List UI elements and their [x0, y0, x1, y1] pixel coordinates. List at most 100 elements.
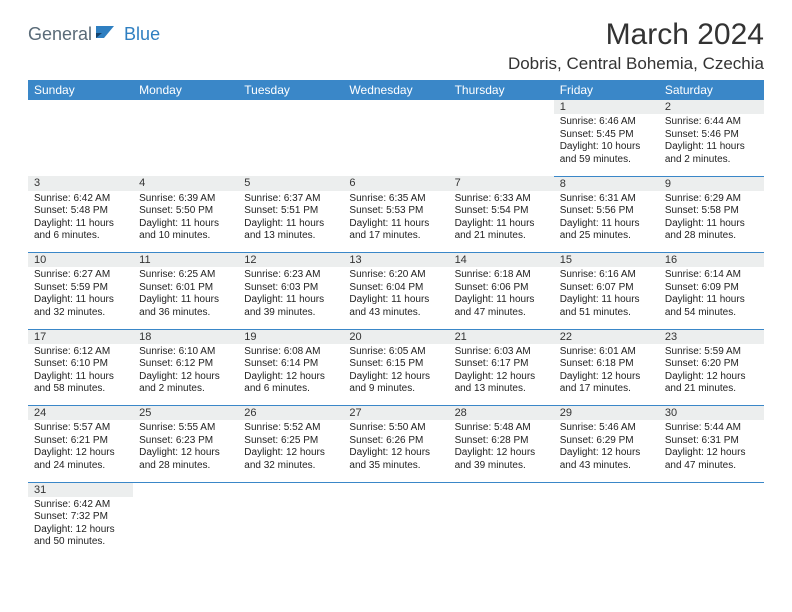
day-content-cell	[343, 114, 448, 176]
sunrise-text: Sunrise: 5:44 AM	[665, 422, 758, 435]
day-content-cell	[449, 497, 554, 559]
day-number-cell	[449, 482, 554, 497]
day-header: Monday	[133, 80, 238, 100]
day-content-cell: Sunrise: 6:18 AMSunset: 6:06 PMDaylight:…	[449, 267, 554, 329]
day-number-cell: 28	[449, 406, 554, 421]
day-content-cell	[133, 497, 238, 559]
daylight-text: Daylight: 11 hours and 21 minutes.	[455, 218, 548, 243]
day-header: Wednesday	[343, 80, 448, 100]
sunset-text: Sunset: 6:06 PM	[455, 282, 548, 295]
day-number-cell: 9	[659, 176, 764, 191]
daylight-text: Daylight: 12 hours and 39 minutes.	[455, 447, 548, 472]
daylight-text: Daylight: 11 hours and 13 minutes.	[244, 218, 337, 243]
sunset-text: Sunset: 6:10 PM	[34, 358, 127, 371]
day-number-cell: 1	[554, 100, 659, 114]
sunset-text: Sunset: 6:29 PM	[560, 435, 653, 448]
logo: General Blue	[28, 24, 160, 45]
day-content-cell: Sunrise: 6:46 AMSunset: 5:45 PMDaylight:…	[554, 114, 659, 176]
daylight-text: Daylight: 12 hours and 13 minutes.	[455, 371, 548, 396]
sunrise-text: Sunrise: 6:33 AM	[455, 193, 548, 206]
day-number-cell: 7	[449, 176, 554, 191]
daylight-text: Daylight: 12 hours and 24 minutes.	[34, 447, 127, 472]
header: General Blue March 2024 Dobris, Central …	[28, 18, 764, 74]
day-number-cell: 22	[554, 329, 659, 344]
day-content-cell: Sunrise: 6:05 AMSunset: 6:15 PMDaylight:…	[343, 344, 448, 406]
day-number-cell: 17	[28, 329, 133, 344]
day-number-cell: 18	[133, 329, 238, 344]
day-content-cell: Sunrise: 6:20 AMSunset: 6:04 PMDaylight:…	[343, 267, 448, 329]
day-header: Tuesday	[238, 80, 343, 100]
sunset-text: Sunset: 6:18 PM	[560, 358, 653, 371]
sunrise-text: Sunrise: 6:14 AM	[665, 269, 758, 282]
daylight-text: Daylight: 11 hours and 17 minutes.	[349, 218, 442, 243]
day-number-cell: 10	[28, 253, 133, 268]
day-content-cell: Sunrise: 5:46 AMSunset: 6:29 PMDaylight:…	[554, 420, 659, 482]
sunrise-text: Sunrise: 5:52 AM	[244, 422, 337, 435]
day-number-cell: 11	[133, 253, 238, 268]
day-header: Thursday	[449, 80, 554, 100]
day-content-cell: Sunrise: 6:23 AMSunset: 6:03 PMDaylight:…	[238, 267, 343, 329]
sunrise-text: Sunrise: 6:46 AM	[560, 116, 653, 129]
sunrise-text: Sunrise: 6:42 AM	[34, 499, 127, 512]
daylight-text: Daylight: 12 hours and 35 minutes.	[349, 447, 442, 472]
sunrise-text: Sunrise: 5:59 AM	[665, 346, 758, 359]
day-number-cell: 4	[133, 176, 238, 191]
sunset-text: Sunset: 5:45 PM	[560, 129, 653, 142]
day-number-cell: 15	[554, 253, 659, 268]
day-content-cell: Sunrise: 6:37 AMSunset: 5:51 PMDaylight:…	[238, 191, 343, 253]
day-content-row: Sunrise: 5:57 AMSunset: 6:21 PMDaylight:…	[28, 420, 764, 482]
sunset-text: Sunset: 6:04 PM	[349, 282, 442, 295]
day-content-row: Sunrise: 6:27 AMSunset: 5:59 PMDaylight:…	[28, 267, 764, 329]
daylight-text: Daylight: 11 hours and 51 minutes.	[560, 294, 653, 319]
daylight-text: Daylight: 12 hours and 32 minutes.	[244, 447, 337, 472]
sunset-text: Sunset: 6:17 PM	[455, 358, 548, 371]
sunset-text: Sunset: 6:15 PM	[349, 358, 442, 371]
day-content-cell	[449, 114, 554, 176]
day-number-cell	[133, 100, 238, 114]
day-content-cell: Sunrise: 5:55 AMSunset: 6:23 PMDaylight:…	[133, 420, 238, 482]
sunrise-text: Sunrise: 6:39 AM	[139, 193, 232, 206]
daylight-text: Daylight: 12 hours and 28 minutes.	[139, 447, 232, 472]
day-number-cell: 20	[343, 329, 448, 344]
sunrise-text: Sunrise: 6:05 AM	[349, 346, 442, 359]
sunset-text: Sunset: 5:50 PM	[139, 205, 232, 218]
sunset-text: Sunset: 6:01 PM	[139, 282, 232, 295]
day-number-cell: 27	[343, 406, 448, 421]
sunset-text: Sunset: 5:58 PM	[665, 205, 758, 218]
daylight-text: Daylight: 11 hours and 6 minutes.	[34, 218, 127, 243]
sunset-text: Sunset: 5:53 PM	[349, 205, 442, 218]
sunset-text: Sunset: 6:28 PM	[455, 435, 548, 448]
day-content-row: Sunrise: 6:42 AMSunset: 5:48 PMDaylight:…	[28, 191, 764, 253]
day-content-cell: Sunrise: 6:39 AMSunset: 5:50 PMDaylight:…	[133, 191, 238, 253]
sunrise-text: Sunrise: 6:16 AM	[560, 269, 653, 282]
day-content-cell	[28, 114, 133, 176]
day-content-cell: Sunrise: 6:42 AMSunset: 7:32 PMDaylight:…	[28, 497, 133, 559]
day-content-cell: Sunrise: 5:57 AMSunset: 6:21 PMDaylight:…	[28, 420, 133, 482]
day-content-row: Sunrise: 6:46 AMSunset: 5:45 PMDaylight:…	[28, 114, 764, 176]
sunrise-text: Sunrise: 6:03 AM	[455, 346, 548, 359]
day-number-cell: 2	[659, 100, 764, 114]
daylight-text: Daylight: 11 hours and 32 minutes.	[34, 294, 127, 319]
day-content-cell: Sunrise: 6:16 AMSunset: 6:07 PMDaylight:…	[554, 267, 659, 329]
day-number-cell: 3	[28, 176, 133, 191]
day-number-cell	[28, 100, 133, 114]
day-content-cell	[238, 114, 343, 176]
sunrise-text: Sunrise: 6:20 AM	[349, 269, 442, 282]
day-number-row: 12	[28, 100, 764, 114]
day-number-cell: 31	[28, 482, 133, 497]
day-content-cell	[238, 497, 343, 559]
day-header: Friday	[554, 80, 659, 100]
logo-text-blue: Blue	[124, 24, 160, 45]
month-title: March 2024	[508, 18, 764, 52]
day-number-cell: 14	[449, 253, 554, 268]
day-number-cell: 13	[343, 253, 448, 268]
day-content-cell: Sunrise: 6:29 AMSunset: 5:58 PMDaylight:…	[659, 191, 764, 253]
location: Dobris, Central Bohemia, Czechia	[508, 54, 764, 74]
sunset-text: Sunset: 5:59 PM	[34, 282, 127, 295]
sunrise-text: Sunrise: 6:10 AM	[139, 346, 232, 359]
sunrise-text: Sunrise: 6:44 AM	[665, 116, 758, 129]
daylight-text: Daylight: 12 hours and 47 minutes.	[665, 447, 758, 472]
day-content-row: Sunrise: 6:42 AMSunset: 7:32 PMDaylight:…	[28, 497, 764, 559]
daylight-text: Daylight: 12 hours and 17 minutes.	[560, 371, 653, 396]
day-number-cell	[343, 482, 448, 497]
